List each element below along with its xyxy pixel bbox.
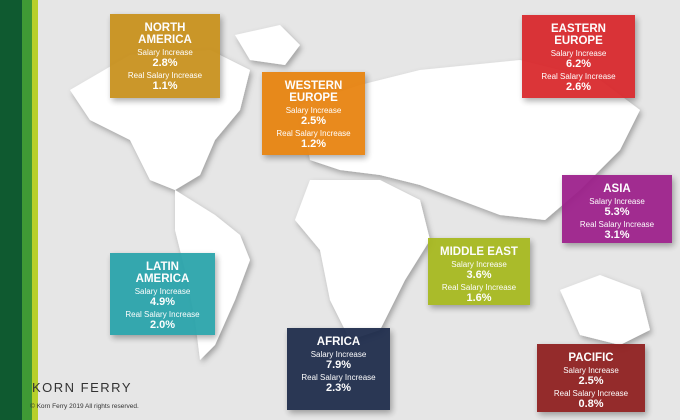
region-name-line: AMERICA bbox=[138, 34, 192, 46]
salary-label: Salary Increase bbox=[137, 48, 193, 57]
copyright: © Korn Ferry 2019 All rights reserved. bbox=[30, 403, 139, 410]
region-name-line: EUROPE bbox=[554, 35, 603, 47]
region-name-line: WESTERN bbox=[284, 80, 343, 92]
salary-label: Salary Increase bbox=[310, 350, 367, 359]
region-name-line: LATIN bbox=[145, 261, 179, 273]
real-salary-value: 1.2% bbox=[300, 138, 327, 150]
region-name-line: EASTERN bbox=[551, 23, 606, 35]
region-box: PACIFIC Salary Increase 2.5% Real Salary In… bbox=[537, 344, 645, 412]
real-salary-label: Real Salary Increase bbox=[579, 220, 655, 229]
real-salary-label: Real Salary Increase bbox=[541, 72, 616, 81]
real-salary-label: Real Salary Increase bbox=[125, 310, 200, 319]
real-salary-label: Real Salary Increase bbox=[127, 71, 203, 80]
real-salary-value: 1.1% bbox=[152, 80, 178, 92]
region-box: AFRICA Salary Increase 7.9% Real Salary Inc… bbox=[287, 328, 390, 410]
salary-label: Salary Increase bbox=[285, 106, 342, 115]
salary-label: Salary Increase bbox=[451, 260, 507, 269]
region-name: AFRICA bbox=[287, 336, 390, 348]
salary-value: 2.5% bbox=[578, 375, 604, 387]
region-name: ASIA bbox=[562, 183, 672, 195]
real-salary-label: Real Salary Increase bbox=[441, 283, 517, 292]
region-name: LATIN AMERICA bbox=[110, 261, 215, 285]
region-name-line: MIDDLE EAST bbox=[440, 246, 518, 258]
salary-value: 4.9% bbox=[149, 296, 176, 308]
region-box: MIDDLE EAST Salary Increase 3.6% Real Salar… bbox=[428, 238, 530, 305]
salary-value: 3.6% bbox=[466, 269, 492, 281]
region-name-line: EUROPE bbox=[289, 92, 338, 104]
region-name-line: NORTH bbox=[144, 22, 186, 34]
region-name: PACIFIC bbox=[537, 352, 645, 364]
salary-value: 2.8% bbox=[152, 57, 178, 69]
salary-label: Salary Increase bbox=[550, 49, 607, 58]
real-salary-label: Real Salary Increase bbox=[301, 373, 376, 382]
region-box: NORTH AMERICA Salary Increase 2.8% Real Sala… bbox=[110, 14, 220, 98]
region-name: EASTERN EUROPE bbox=[522, 23, 635, 47]
region-name: NORTH AMERICA bbox=[110, 22, 220, 46]
region-name-line: AFRICA bbox=[316, 336, 361, 348]
region-name-line: PACIFIC bbox=[568, 352, 614, 364]
region-box: LATIN AMERICA Salary Increase 4.9% Real Sala… bbox=[110, 253, 215, 335]
real-salary-value: 2.0% bbox=[149, 319, 176, 331]
salary-label: Salary Increase bbox=[589, 197, 645, 206]
region-name-line: ASIA bbox=[603, 183, 631, 195]
region-box: EASTERN EUROPE Salary Increase 6.2% Real Sal… bbox=[522, 15, 635, 98]
real-salary-label: Real Salary Increase bbox=[276, 129, 351, 138]
salary-value: 5.3% bbox=[604, 206, 630, 218]
salary-label: Salary Increase bbox=[563, 366, 619, 375]
salary-value: 6.2% bbox=[565, 58, 592, 70]
region-name: MIDDLE EAST bbox=[428, 246, 530, 258]
brand-logo: KORN FERRY bbox=[32, 380, 132, 395]
real-salary-value: 2.3% bbox=[325, 382, 352, 394]
real-salary-value: 1.6% bbox=[466, 292, 492, 304]
salary-label: Salary Increase bbox=[134, 287, 191, 296]
salary-value: 7.9% bbox=[325, 359, 352, 371]
real-salary-label: Real Salary Increase bbox=[553, 389, 629, 398]
region-name-line: AMERICA bbox=[135, 273, 190, 285]
real-salary-value: 0.8% bbox=[578, 398, 604, 410]
salary-value: 2.5% bbox=[300, 115, 327, 127]
real-salary-value: 2.6% bbox=[565, 81, 592, 93]
real-salary-value: 3.1% bbox=[604, 229, 630, 241]
region-box: ASIA Salary Increase 5.3% Real Salary Incre… bbox=[562, 175, 672, 243]
region-name: WESTERN EUROPE bbox=[262, 80, 365, 104]
region-box: WESTERN EUROPE Salary Increase 2.5% Real Sal… bbox=[262, 72, 365, 155]
